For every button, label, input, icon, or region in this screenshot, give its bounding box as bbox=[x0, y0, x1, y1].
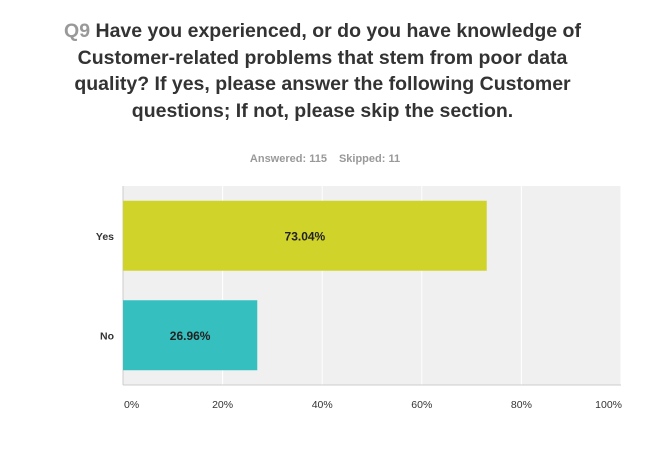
x-tick-label: 80% bbox=[511, 399, 532, 411]
skipped-count: Skipped: 11 bbox=[338, 153, 401, 165]
x-tick-label: 100% bbox=[595, 399, 622, 411]
answered-count: Answered: 115 bbox=[249, 153, 327, 165]
bar-no bbox=[123, 300, 258, 371]
x-tick-label: 0% bbox=[124, 399, 139, 411]
x-tick-label: 40% bbox=[312, 399, 333, 411]
x-tick-label: 60% bbox=[411, 399, 432, 411]
category-label: Yes bbox=[96, 231, 114, 243]
question-text: Have you experienced, or do you have kno… bbox=[74, 20, 581, 122]
data-label: 73.04% bbox=[285, 229, 326, 243]
question-number: Q9 bbox=[64, 20, 91, 42]
response-stats: Answered: 115 Skipped: 11 bbox=[0, 153, 650, 165]
bar-yes bbox=[123, 200, 487, 271]
x-tick-label: 20% bbox=[212, 399, 233, 411]
data-label: 26.96% bbox=[170, 329, 211, 343]
category-label: No bbox=[100, 330, 114, 342]
question-title: Q9 Have you experienced, or do you have … bbox=[60, 18, 585, 124]
